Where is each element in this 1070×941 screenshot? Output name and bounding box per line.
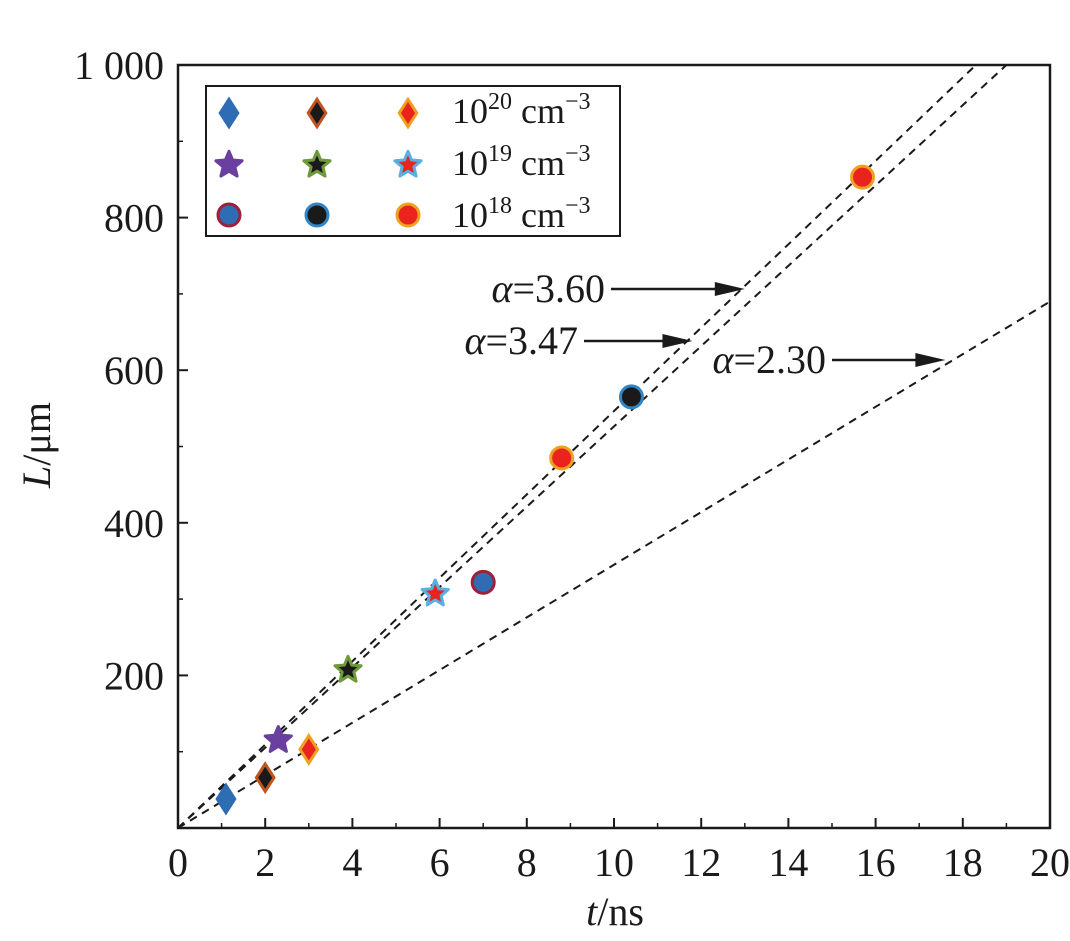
y-tick-label: 200 xyxy=(104,653,164,698)
data-point xyxy=(393,149,423,178)
data-point xyxy=(395,202,421,228)
y-tick-label: 1 000 xyxy=(74,43,164,88)
x-axis-label: t/ns xyxy=(586,889,644,934)
data-point xyxy=(306,96,328,130)
x-tick-label: 2 xyxy=(255,840,275,885)
data-point xyxy=(420,578,450,607)
legend: 1020 cm−3 1019 cm−3 1018 cm−3 xyxy=(205,85,621,237)
annotation-arrow-head xyxy=(714,282,745,296)
x-tick-label: 6 xyxy=(430,840,450,885)
data-points xyxy=(215,164,876,816)
data-point xyxy=(850,164,876,190)
data-point xyxy=(254,761,276,795)
x-tick-label: 10 xyxy=(594,840,634,885)
data-point xyxy=(333,654,363,683)
slope-annotation: α=3.60 xyxy=(491,266,605,311)
legend-label-1e20: 1020 cm−3 xyxy=(452,89,591,131)
x-tick-label: 14 xyxy=(768,840,808,885)
x-tick-label: 4 xyxy=(342,840,362,885)
fit-lines xyxy=(178,65,1050,828)
data-point xyxy=(470,569,496,595)
data-point xyxy=(304,202,330,228)
data-point xyxy=(618,384,644,410)
x-tick-label: 0 xyxy=(168,840,188,885)
annotation-arrow-head xyxy=(662,334,693,348)
x-tick-label: 12 xyxy=(681,840,721,885)
data-point xyxy=(397,96,419,130)
x-axis-ticks: 0 2 4 6 8 10 12 14 16 18 20 xyxy=(168,818,1070,885)
y-tick-label: 600 xyxy=(104,348,164,393)
legend-label-1e18: 1018 cm−3 xyxy=(452,193,591,235)
y-axis-ticks: 200 400 600 800 1 000 xyxy=(74,43,188,753)
y-axis-label: L/μm xyxy=(14,402,59,489)
x-tick-label: 20 xyxy=(1030,840,1070,885)
data-point xyxy=(298,732,320,766)
data-point xyxy=(302,149,332,178)
legend-label-1e19: 1019 cm−3 xyxy=(452,141,591,183)
data-point xyxy=(216,202,242,228)
fit-line xyxy=(178,300,1050,828)
legend-markers xyxy=(214,96,423,228)
data-point xyxy=(549,445,575,471)
y-tick-label: 800 xyxy=(104,196,164,241)
slope-annotation: α=2.30 xyxy=(712,337,826,382)
x-tick-label: 8 xyxy=(517,840,537,885)
slope-annotation: α=3.47 xyxy=(464,318,578,363)
fit-line xyxy=(178,65,1008,828)
data-point xyxy=(215,782,237,816)
y-tick-label: 400 xyxy=(104,501,164,546)
slope-annotations: α=3.60 α=3.47 α=2.30 xyxy=(464,266,946,382)
data-point xyxy=(214,149,244,178)
fit-line xyxy=(178,65,977,828)
data-point xyxy=(263,725,293,753)
annotation-arrow-head xyxy=(915,353,946,367)
data-point xyxy=(218,96,240,130)
x-tick-label: 16 xyxy=(856,840,896,885)
x-tick-label: 18 xyxy=(943,840,983,885)
